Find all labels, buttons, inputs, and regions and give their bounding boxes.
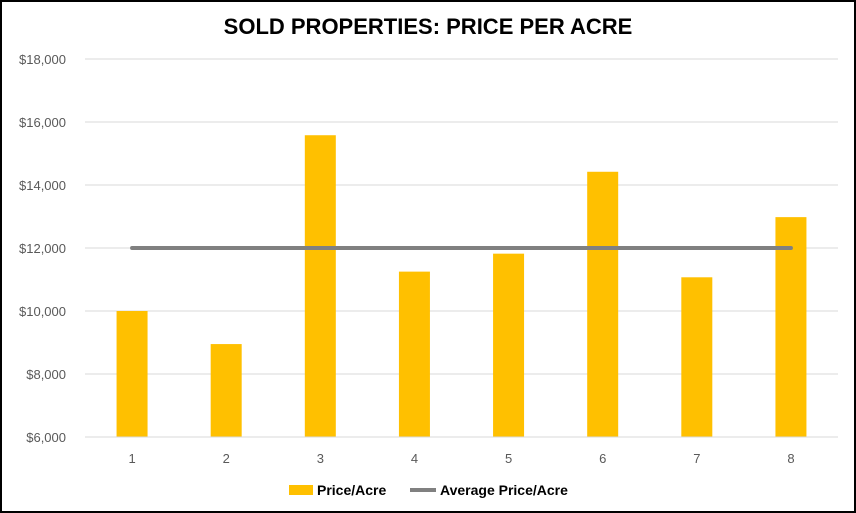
bar-8 bbox=[775, 217, 807, 437]
bar-7 bbox=[681, 277, 713, 437]
y-tick-label-6000: $6,000 bbox=[26, 430, 66, 445]
bar-6 bbox=[587, 171, 619, 437]
bar-2 bbox=[210, 344, 242, 437]
bar-4 bbox=[398, 271, 430, 437]
gridlines bbox=[85, 58, 838, 375]
legend-label-average-price-per-acre: Average Price/Acre bbox=[440, 482, 568, 498]
chart-title: SOLD PROPERTIES: PRICE PER ACRE bbox=[224, 14, 633, 39]
x-tick-label-7: 7 bbox=[693, 451, 700, 466]
y-tick-label-10000: $10,000 bbox=[19, 304, 66, 319]
x-tick-label-2: 2 bbox=[223, 451, 230, 466]
y-tick-label-16000: $16,000 bbox=[19, 115, 66, 130]
bar-3 bbox=[304, 135, 336, 438]
y-axis-ticks: $6,000 $8,000 $10,000 $12,000 $14,000 $16,000… bbox=[19, 52, 66, 445]
x-tick-label-5: 5 bbox=[505, 451, 512, 466]
x-axis-ticks: 1 2 3 4 5 6 7 8 bbox=[128, 451, 794, 466]
legend-label-price-per-acre: Price/Acre bbox=[317, 482, 386, 498]
legend: Price/Acre Average Price/Acre bbox=[289, 482, 568, 498]
y-tick-label-12000: $12,000 bbox=[19, 241, 66, 256]
x-tick-label-1: 1 bbox=[128, 451, 135, 466]
y-tick-label-8000: $8,000 bbox=[26, 367, 66, 382]
x-tick-label-6: 6 bbox=[599, 451, 606, 466]
y-tick-label-18000: $18,000 bbox=[19, 52, 66, 67]
x-tick-label-8: 8 bbox=[787, 451, 794, 466]
bar-1 bbox=[116, 311, 148, 437]
legend-swatch-price-per-acre bbox=[289, 485, 313, 495]
bar-5 bbox=[493, 253, 525, 437]
bar-series-price-per-acre bbox=[116, 135, 807, 438]
x-tick-label-4: 4 bbox=[411, 451, 418, 466]
x-tick-label-3: 3 bbox=[317, 451, 324, 466]
y-tick-label-14000: $14,000 bbox=[19, 178, 66, 193]
